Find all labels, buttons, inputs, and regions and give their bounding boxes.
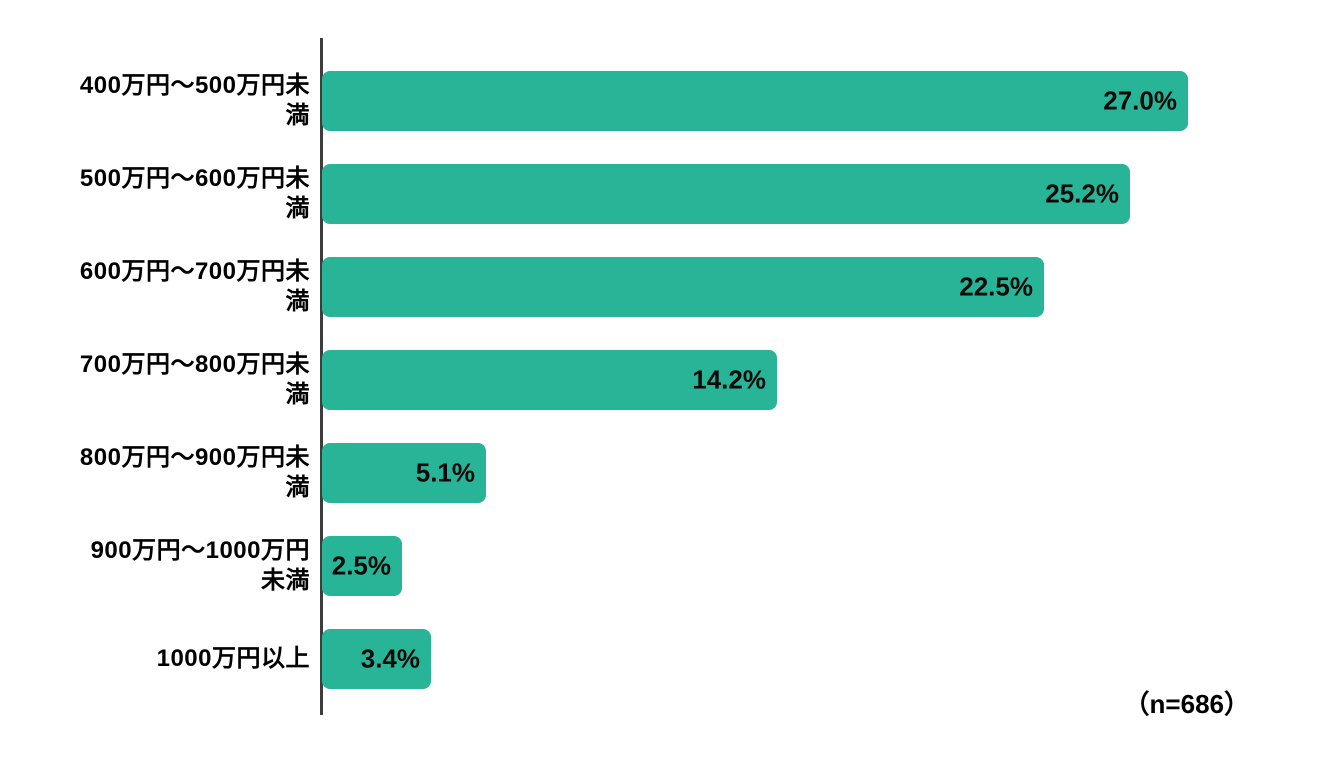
chart-row: 1000万円以上 3.4%: [0, 612, 1330, 705]
bar-area: 14.2%: [322, 349, 1330, 410]
value-label: 14.2%: [692, 364, 766, 394]
value-label: 5.1%: [415, 457, 475, 487]
chart-row: 500万円〜600万円未 満 25.2%: [0, 147, 1330, 240]
bar-area: 22.5%: [322, 256, 1330, 317]
bar: 27.0%: [322, 70, 1188, 131]
value-label: 25.2%: [1045, 178, 1119, 208]
value-label: 3.4%: [360, 643, 420, 673]
value-label: 27.0%: [1103, 85, 1177, 115]
sample-size-annotation: （n=686）: [1123, 689, 1250, 719]
category-label: 600万円〜700万円未 満: [79, 257, 310, 315]
chart-row: 700万円〜800万円未 満 14.2%: [0, 333, 1330, 426]
category-label: 700万円〜800万円未 満: [79, 350, 310, 408]
chart-row: 800万円〜900万円未 満 5.1%: [0, 426, 1330, 519]
chart-rows: 400万円〜500万円未 満 27.0% 500万円〜600万円未 満 25.2% 60…: [0, 54, 1330, 705]
chart-row: 400万円〜500万円未 満 27.0%: [0, 54, 1330, 147]
category-label: 1000万円以上: [156, 644, 310, 672]
category-label: 800万円〜900万円未 満: [79, 443, 310, 501]
bar: 22.5%: [322, 256, 1044, 317]
category-label: 400万円〜500万円未 満: [79, 71, 310, 129]
category-label: 500万円〜600万円未 満: [79, 164, 310, 222]
category-label: 900万円〜1000万円 未満: [90, 536, 310, 594]
bar: 5.1%: [322, 442, 486, 503]
bar-area: 25.2%: [322, 163, 1330, 224]
bar-area: 27.0%: [322, 70, 1330, 131]
bar: 14.2%: [322, 349, 777, 410]
bar: 2.5%: [322, 535, 402, 596]
value-label: 22.5%: [959, 271, 1033, 301]
bar: 3.4%: [322, 628, 431, 689]
bar-area: 5.1%: [322, 442, 1330, 503]
bar-area: 2.5%: [322, 535, 1330, 596]
bar-area: 3.4%: [322, 628, 1330, 689]
y-axis-line: [320, 38, 323, 715]
chart-row: 900万円〜1000万円 未満 2.5%: [0, 519, 1330, 612]
chart-row: 600万円〜700万円未 満 22.5%: [0, 240, 1330, 333]
value-label: 2.5%: [331, 550, 391, 580]
bar: 25.2%: [322, 163, 1130, 224]
